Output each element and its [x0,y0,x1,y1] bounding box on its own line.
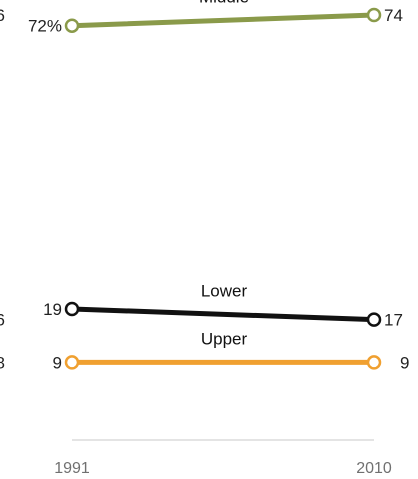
series-line-lower [69,306,377,323]
series-label-lower: Lower [201,281,248,300]
data-point-upper-2010 [366,355,382,370]
data-label-upper-1991: 9 [53,353,62,372]
series-middle: 72% 74 Middle [28,0,403,36]
data-point-lower-2010 [366,312,382,327]
data-point-upper-1991 [64,355,80,370]
x-tick-1991: 1991 [54,460,90,477]
x-tick-labels: 1991 2010 [54,460,392,477]
series-label-middle: Middle [199,0,249,6]
data-point-middle-1991 [64,18,80,33]
data-point-lower-1991 [64,301,80,317]
series-lower: 19 17 Lower [43,281,403,329]
clipped-left-labels: 6 6 8 [0,6,5,372]
data-label-lower-2010: 17 [384,311,403,330]
data-point-middle-2010 [366,7,382,23]
series-layer: 72% 74 Middle 19 17 Lower 9 9 Upper [28,0,410,372]
clipped-label-2: 8 [0,353,5,372]
data-label-lower-1991: 19 [43,300,62,319]
data-label-middle-1991: 72% [28,17,62,36]
clipped-label-1: 6 [0,311,5,330]
series-upper: 9 9 Upper [53,329,410,372]
data-label-middle-2010: 74 [384,6,403,25]
clipped-label-0: 6 [0,6,5,25]
data-label-upper-2010: 9 [400,353,409,372]
series-label-upper: Upper [201,329,248,348]
series-line-middle [69,12,377,29]
x-tick-2010: 2010 [356,460,392,477]
